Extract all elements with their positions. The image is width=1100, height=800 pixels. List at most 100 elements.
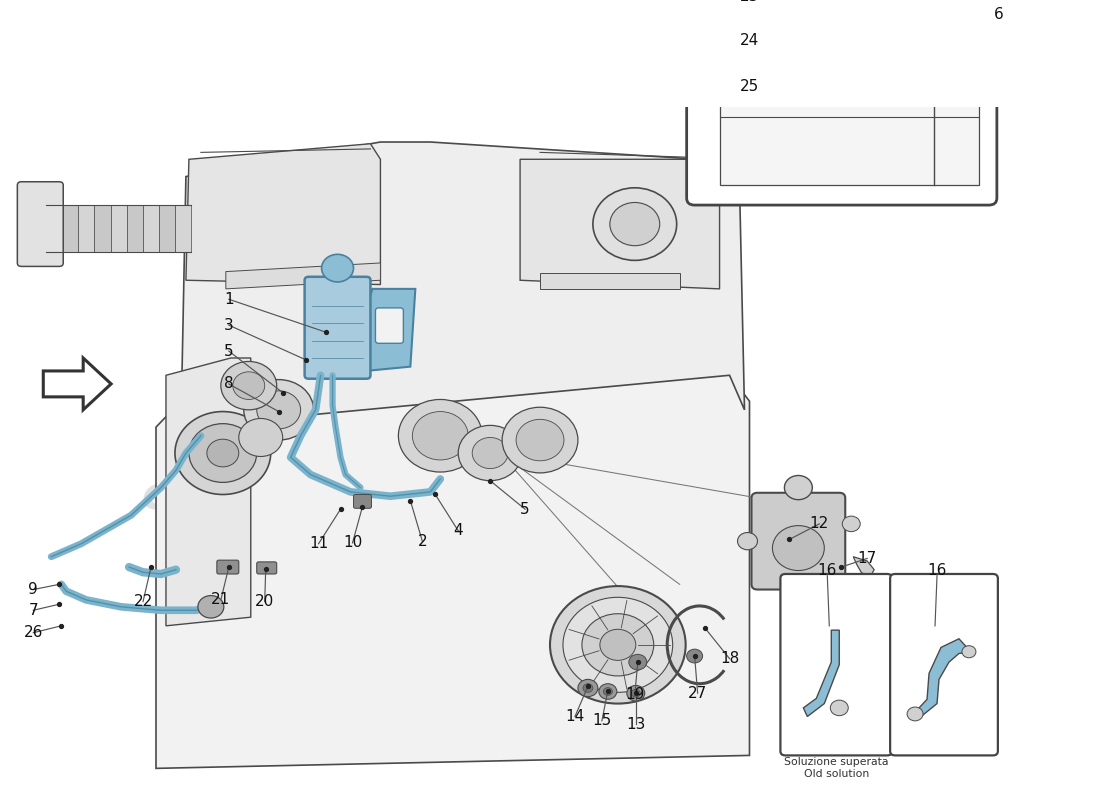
Polygon shape [78, 205, 95, 252]
Polygon shape [803, 630, 839, 717]
Circle shape [256, 391, 300, 429]
Text: 21: 21 [211, 593, 231, 607]
Text: 16: 16 [927, 563, 947, 578]
Polygon shape [180, 142, 745, 427]
Polygon shape [365, 289, 416, 371]
Text: 25: 25 [740, 79, 759, 94]
Polygon shape [46, 205, 63, 252]
Text: 2: 2 [418, 534, 427, 549]
Circle shape [563, 598, 673, 692]
Text: 4: 4 [453, 523, 463, 538]
FancyBboxPatch shape [256, 562, 277, 574]
Circle shape [784, 475, 812, 500]
Circle shape [582, 614, 653, 676]
Circle shape [175, 411, 271, 494]
Polygon shape [63, 205, 78, 252]
Text: 20: 20 [255, 594, 274, 609]
Circle shape [583, 684, 593, 692]
FancyBboxPatch shape [353, 494, 372, 508]
Circle shape [502, 407, 578, 473]
Polygon shape [111, 205, 126, 252]
Circle shape [233, 372, 265, 399]
Circle shape [207, 439, 239, 467]
Text: 13: 13 [626, 717, 646, 732]
Text: a passion since 1985: a passion since 1985 [268, 574, 532, 643]
FancyBboxPatch shape [217, 560, 239, 574]
Circle shape [933, 85, 949, 99]
Circle shape [772, 526, 824, 570]
Text: 1: 1 [224, 292, 233, 306]
Polygon shape [719, 0, 979, 186]
Circle shape [737, 533, 758, 550]
Circle shape [627, 686, 645, 701]
Circle shape [398, 399, 482, 472]
Circle shape [321, 254, 353, 282]
Text: 23: 23 [740, 0, 759, 4]
Text: 17: 17 [858, 551, 877, 566]
Circle shape [459, 426, 522, 481]
Text: 24: 24 [740, 33, 759, 47]
Text: 26: 26 [23, 626, 43, 640]
Text: 27: 27 [688, 686, 707, 701]
Text: 14: 14 [565, 709, 584, 724]
FancyBboxPatch shape [780, 574, 892, 755]
Polygon shape [95, 205, 111, 252]
Circle shape [830, 700, 848, 716]
FancyBboxPatch shape [305, 277, 371, 378]
Text: 12: 12 [810, 516, 829, 531]
Text: 19: 19 [625, 687, 645, 702]
Circle shape [550, 586, 685, 703]
Text: 16: 16 [817, 563, 837, 578]
Circle shape [516, 419, 564, 461]
Text: 10: 10 [343, 535, 362, 550]
Text: 3: 3 [224, 318, 233, 333]
Polygon shape [186, 144, 381, 285]
FancyBboxPatch shape [18, 182, 63, 266]
Circle shape [686, 649, 703, 663]
Circle shape [600, 630, 636, 660]
FancyBboxPatch shape [686, 0, 997, 205]
FancyBboxPatch shape [375, 308, 404, 343]
Polygon shape [540, 274, 680, 289]
Text: 18: 18 [719, 651, 739, 666]
Polygon shape [915, 638, 971, 717]
FancyBboxPatch shape [935, 0, 949, 22]
Text: 7: 7 [29, 602, 38, 618]
Text: 22: 22 [133, 594, 153, 609]
Text: 6: 6 [994, 6, 1003, 22]
Text: 9: 9 [29, 582, 38, 597]
Polygon shape [143, 205, 158, 252]
Circle shape [631, 690, 640, 697]
Circle shape [598, 684, 617, 699]
Circle shape [239, 418, 283, 457]
Circle shape [472, 438, 508, 469]
Circle shape [843, 516, 860, 532]
Polygon shape [126, 205, 143, 252]
Text: 15: 15 [592, 714, 612, 728]
Circle shape [629, 654, 647, 670]
Polygon shape [520, 159, 719, 289]
Circle shape [244, 379, 314, 440]
Text: 5: 5 [520, 502, 530, 517]
Polygon shape [854, 557, 874, 578]
FancyBboxPatch shape [935, 30, 949, 66]
Text: 5: 5 [224, 343, 233, 358]
Polygon shape [226, 263, 381, 289]
Text: 11: 11 [309, 536, 328, 551]
FancyBboxPatch shape [751, 493, 845, 590]
Polygon shape [175, 205, 191, 252]
Circle shape [604, 687, 613, 695]
Circle shape [908, 707, 923, 721]
Text: euro car parts: euro car parts [142, 474, 519, 518]
Polygon shape [43, 358, 111, 410]
FancyBboxPatch shape [890, 574, 998, 755]
Polygon shape [158, 205, 175, 252]
Circle shape [593, 188, 676, 260]
Polygon shape [156, 358, 749, 768]
Text: Soluzione superata
Old solution: Soluzione superata Old solution [784, 757, 889, 778]
Circle shape [221, 362, 277, 410]
Circle shape [962, 646, 976, 658]
Circle shape [578, 679, 598, 697]
Circle shape [189, 424, 256, 482]
Circle shape [609, 202, 660, 246]
